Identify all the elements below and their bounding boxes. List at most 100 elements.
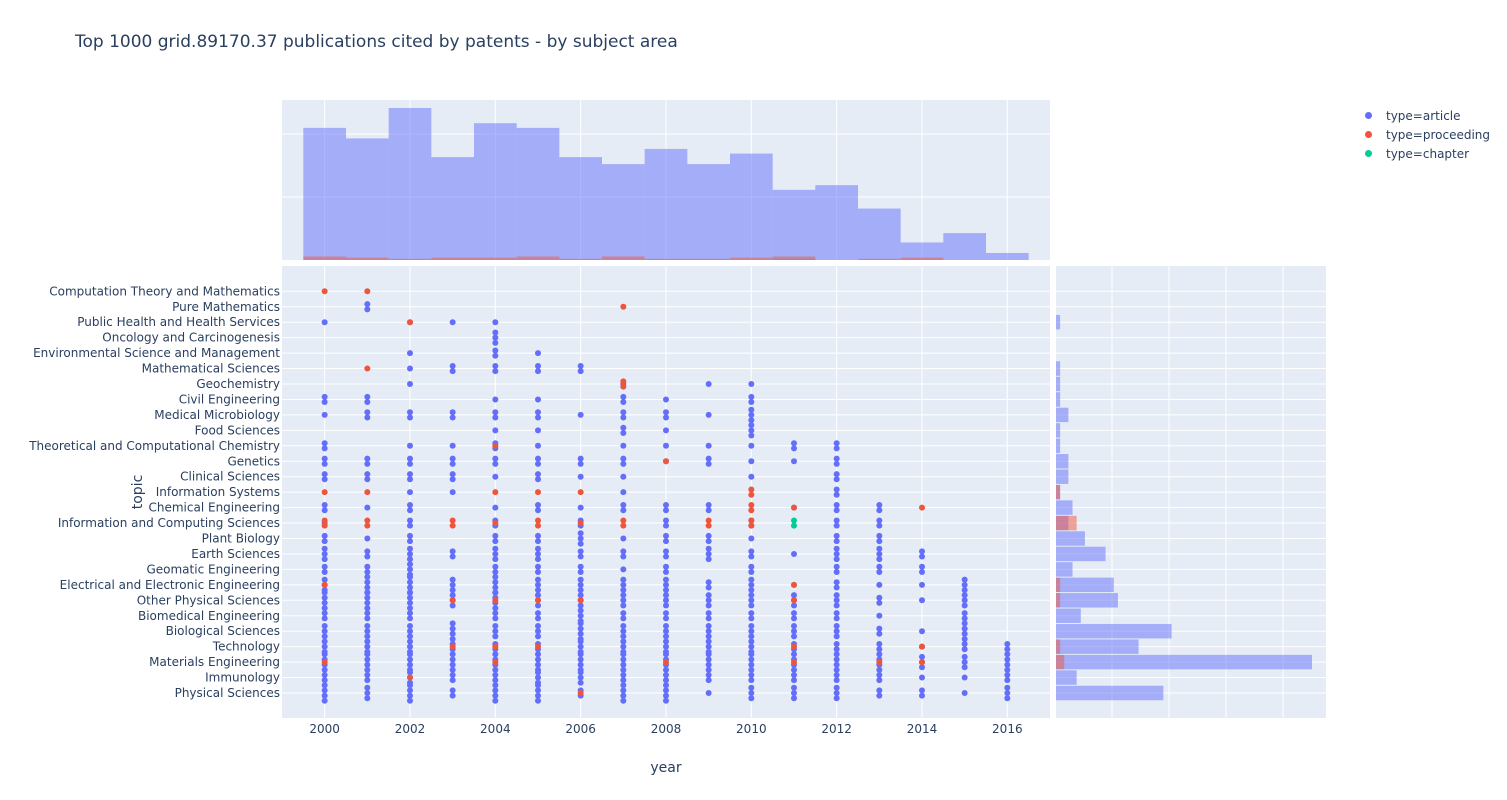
year-histogram-bar-proceeding xyxy=(474,258,517,260)
point-article xyxy=(535,368,541,374)
point-article xyxy=(706,628,712,634)
point-article xyxy=(834,517,840,523)
point-article xyxy=(450,409,456,415)
point-article xyxy=(407,633,413,639)
point-article xyxy=(364,456,370,462)
point-article xyxy=(322,556,328,562)
point-article xyxy=(706,538,712,544)
point-article xyxy=(450,548,456,554)
legend-item-article[interactable]: type=article xyxy=(1365,106,1490,125)
point-article xyxy=(834,592,840,598)
point-article xyxy=(322,412,328,418)
point-article xyxy=(876,641,882,647)
point-article xyxy=(322,667,328,673)
point-article xyxy=(876,667,882,673)
legend-item-proceeding[interactable]: type=proceeding xyxy=(1365,125,1490,144)
point-article xyxy=(535,687,541,693)
point-article xyxy=(706,502,712,508)
point-article xyxy=(578,644,584,650)
point-article xyxy=(492,698,498,704)
point-article xyxy=(322,644,328,650)
point-article xyxy=(706,556,712,562)
year-histogram-bar-article xyxy=(517,128,560,260)
point-article xyxy=(322,687,328,693)
point-article xyxy=(620,693,626,699)
point-article xyxy=(407,687,413,693)
point-article xyxy=(748,582,754,588)
x-tick-label: 2008 xyxy=(651,722,682,736)
point-article xyxy=(492,628,498,634)
point-proceeding xyxy=(706,523,712,529)
y-tick-label: Computation Theory and Mathematics xyxy=(49,284,280,298)
point-article xyxy=(407,693,413,699)
x-tick-label: 2016 xyxy=(992,722,1023,736)
point-article xyxy=(322,595,328,601)
point-article xyxy=(620,582,626,588)
point-article xyxy=(791,685,797,691)
point-article xyxy=(748,685,754,691)
point-article xyxy=(450,319,456,325)
point-article xyxy=(791,628,797,634)
point-article xyxy=(578,631,584,637)
year-histogram-bar-article xyxy=(730,154,773,260)
point-article xyxy=(620,677,626,683)
point-article xyxy=(620,687,626,693)
point-article xyxy=(962,577,968,583)
point-article xyxy=(407,461,413,467)
legend-item-chapter[interactable]: type=chapter xyxy=(1365,144,1490,163)
x-tick-label: 2012 xyxy=(821,722,852,736)
point-article xyxy=(962,675,968,681)
point-article xyxy=(322,587,328,593)
point-article xyxy=(663,502,669,508)
point-article xyxy=(407,649,413,655)
y-tick-label: Geochemistry xyxy=(196,377,280,391)
point-article xyxy=(407,698,413,704)
point-article xyxy=(578,680,584,686)
topic-histogram-bar-article xyxy=(1056,624,1172,638)
point-article xyxy=(834,657,840,663)
point-article xyxy=(407,556,413,562)
point-article xyxy=(834,471,840,477)
point-article xyxy=(450,443,456,449)
point-article xyxy=(834,610,840,616)
point-article xyxy=(748,569,754,575)
point-article xyxy=(706,657,712,663)
point-article xyxy=(834,461,840,467)
point-article xyxy=(322,605,328,611)
point-article xyxy=(535,396,541,402)
point-proceeding xyxy=(876,659,882,665)
point-proceeding xyxy=(663,659,669,665)
point-article xyxy=(663,577,669,583)
point-article xyxy=(450,489,456,495)
y-tick-label: Electrical and Electronic Engineering xyxy=(60,578,280,592)
point-article xyxy=(962,587,968,593)
point-article xyxy=(492,329,498,335)
point-article xyxy=(322,399,328,405)
point-article xyxy=(322,507,328,513)
point-article xyxy=(492,564,498,570)
point-article xyxy=(748,587,754,593)
topic-histogram-bar-article xyxy=(1056,392,1060,406)
point-article xyxy=(364,536,370,542)
point-article xyxy=(492,368,498,374)
x-tick-label: 2014 xyxy=(907,722,938,736)
point-article xyxy=(748,548,754,554)
point-article xyxy=(962,597,968,603)
y-tick-label: Environmental Science and Management xyxy=(33,346,280,360)
point-article xyxy=(492,551,498,557)
point-article xyxy=(578,530,584,536)
point-article xyxy=(748,427,754,433)
point-proceeding xyxy=(322,582,328,588)
point-article xyxy=(663,443,669,449)
point-article xyxy=(620,502,626,508)
point-article xyxy=(364,569,370,575)
point-article xyxy=(706,662,712,668)
point-article xyxy=(535,415,541,421)
point-article xyxy=(492,409,498,415)
year-histogram-bar-article xyxy=(773,190,816,260)
point-article xyxy=(748,597,754,603)
point-article xyxy=(919,654,925,660)
point-article xyxy=(450,582,456,588)
point-article xyxy=(706,603,712,609)
point-article xyxy=(834,615,840,621)
